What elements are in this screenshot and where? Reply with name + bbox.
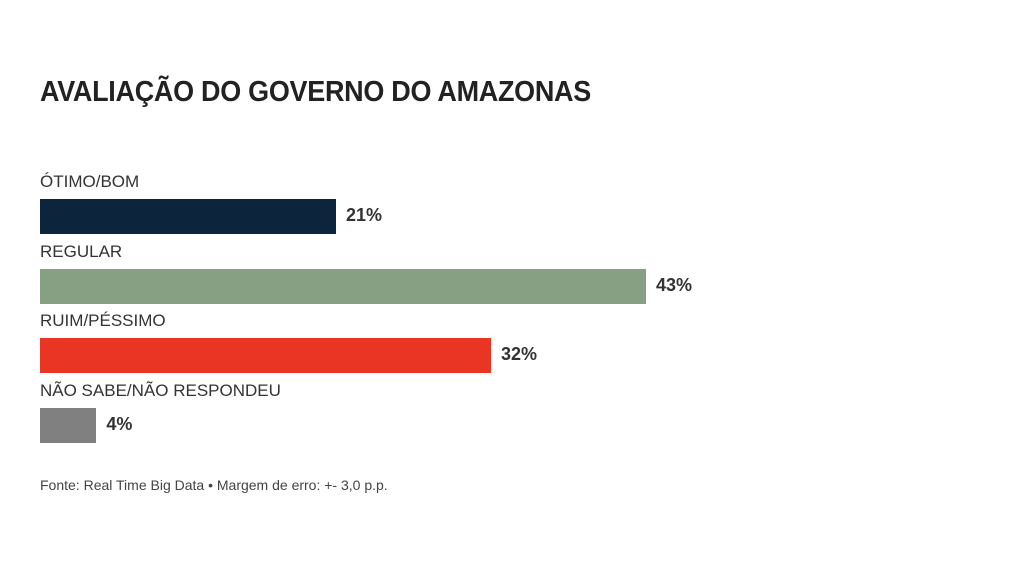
data-label: 43% [656, 274, 693, 295]
data-label: 32% [500, 344, 537, 364]
data-label: 4% [106, 413, 133, 434]
category-label: REGULAR [40, 241, 123, 261]
bar [40, 407, 97, 443]
category-label: ÓTIMO/BOM [40, 172, 140, 191]
bar [40, 268, 646, 304]
bar [40, 338, 491, 373]
data-label: 21% [345, 205, 382, 225]
category-label: NÃO SABE/NÃO RESPONDEU [40, 380, 281, 400]
bar [40, 199, 336, 234]
source-note: Fonte: Real Time Big Data • Margem de er… [40, 477, 388, 493]
category-label: RUIM/PÉSSIMO [40, 311, 166, 330]
chart-title: AVALIAÇÃO DO GOVERNO DO AMAZONAS [40, 76, 591, 108]
